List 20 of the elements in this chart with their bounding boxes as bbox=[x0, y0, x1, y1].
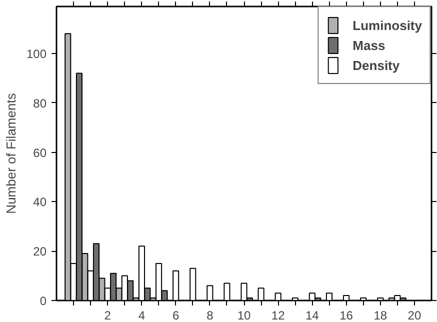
legend-label: Luminosity bbox=[352, 18, 422, 32]
y-tick-label: 60 bbox=[33, 146, 47, 160]
x-tick-label: 16 bbox=[340, 308, 354, 322]
y-tick-label: 0 bbox=[40, 294, 47, 308]
x-tick-label: 18 bbox=[374, 308, 388, 322]
y-tick-label: 40 bbox=[33, 195, 47, 210]
x-tick-label: 20 bbox=[408, 308, 422, 322]
y-tick-label: 80 bbox=[33, 96, 47, 110]
x-tick-label: 2 bbox=[104, 308, 112, 322]
x-tick-label: 12 bbox=[271, 308, 286, 322]
x-tick-label: 8 bbox=[206, 308, 214, 322]
legend-label: Mass bbox=[352, 38, 386, 52]
y-axis-title: Number of Filaments bbox=[3, 92, 18, 214]
legend-label: Density bbox=[352, 58, 400, 72]
x-tick-label: 4 bbox=[138, 308, 146, 322]
x-tick-label: 14 bbox=[306, 308, 320, 322]
y-tick-label: 20 bbox=[33, 244, 47, 259]
x-tick-label: 10 bbox=[237, 308, 251, 322]
y-tick-label: 100 bbox=[26, 46, 47, 61]
x-tick-label: 6 bbox=[172, 308, 180, 322]
